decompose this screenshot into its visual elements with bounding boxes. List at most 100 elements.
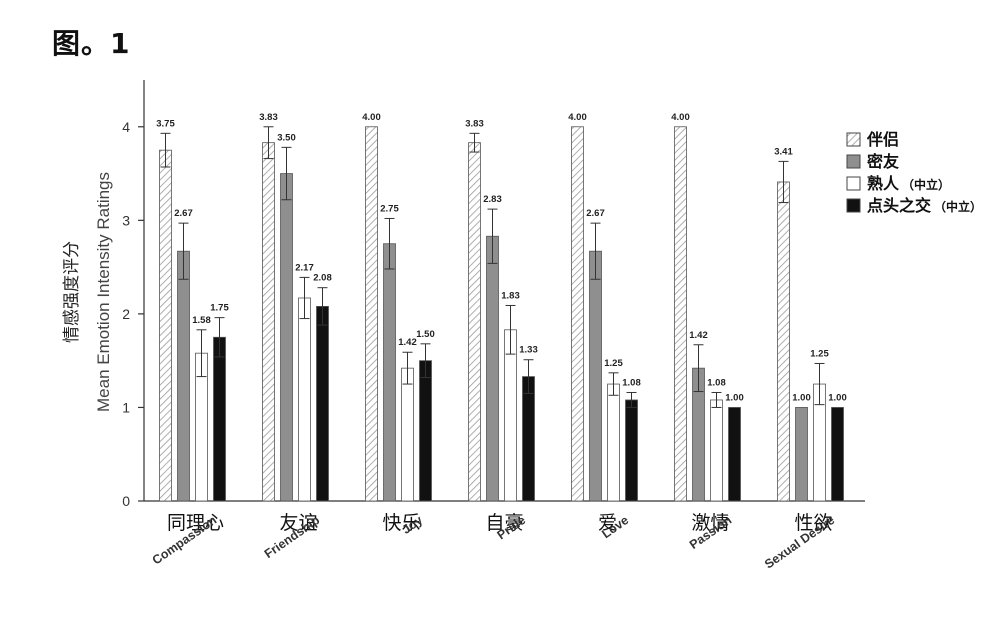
- data-label: 2.67: [586, 208, 605, 219]
- data-label: 1.00: [792, 392, 811, 403]
- error-bar: [608, 372, 619, 396]
- category-label-cn: 同理心: [167, 512, 224, 534]
- y-tick-label: 0: [122, 493, 130, 509]
- error-bar: [384, 217, 395, 270]
- data-label: 3.75: [156, 118, 175, 129]
- bar: [795, 407, 808, 502]
- error-bar: [778, 160, 789, 204]
- bar: [468, 142, 481, 502]
- bar: [777, 181, 790, 502]
- error-bar: [626, 391, 637, 408]
- data-label: 3.83: [259, 112, 278, 123]
- category-label-cn: 快乐: [382, 512, 420, 534]
- error-bar: [196, 329, 207, 378]
- legend-label: 点头之交 （中立）: [867, 196, 982, 215]
- error-bar: [505, 304, 516, 355]
- bar: [419, 360, 432, 502]
- error-bar: [487, 208, 498, 264]
- data-label: 1.33: [519, 345, 538, 356]
- category-label-cn: 性欲: [794, 512, 832, 534]
- legend-label-suffix: （中立）: [902, 177, 950, 192]
- bar: [213, 336, 226, 502]
- bar: [401, 367, 414, 502]
- category-label-cn: 自豪: [485, 512, 523, 534]
- bar: [316, 306, 329, 502]
- data-label: 2.75: [380, 203, 399, 214]
- error-bar: [711, 391, 722, 408]
- error-bar: [402, 351, 413, 385]
- y-axis-titles: Mean Emotion Intensity Ratings 情感强度评分: [62, 172, 113, 412]
- bar: [159, 149, 172, 502]
- error-bar: [281, 146, 292, 201]
- bar: [674, 126, 687, 502]
- data-label: 3.41: [774, 146, 793, 157]
- bar: [728, 407, 741, 502]
- legend-swatch: [846, 132, 861, 147]
- data-label: 1.42: [689, 330, 708, 341]
- error-bar: [469, 132, 480, 153]
- bar: [522, 376, 535, 502]
- bars-layer: 3.75 2.67 1.581.75 3.83 3.50 2.172.08 4.00 2.75…: [156, 112, 847, 502]
- bar: [365, 126, 378, 502]
- bar: [710, 399, 723, 502]
- data-label: 2.83: [483, 194, 502, 205]
- data-label: 2.67: [174, 208, 193, 219]
- data-label: 1.58: [192, 315, 211, 326]
- data-label: 4.00: [671, 112, 690, 123]
- y-tick-label: 2: [122, 306, 130, 322]
- bar: [383, 243, 396, 502]
- y-tick-label: 4: [122, 119, 130, 135]
- error-bar: [523, 359, 534, 394]
- data-label: 1.00: [828, 392, 847, 403]
- bar: [625, 399, 638, 502]
- bar: [280, 173, 293, 502]
- legend-swatch: [846, 154, 861, 169]
- bar: [589, 250, 602, 502]
- data-label: 1.75: [210, 303, 229, 314]
- data-label: 2.08: [313, 273, 332, 284]
- bar: [504, 329, 517, 502]
- bar: [298, 297, 311, 502]
- legend-swatch: [846, 198, 861, 213]
- legend-item: 熟人 （中立）: [846, 174, 950, 193]
- data-label: 1.08: [707, 377, 726, 388]
- y-tick-label: 1: [122, 399, 130, 415]
- error-bar: [420, 343, 431, 379]
- data-label: 1.42: [398, 337, 417, 348]
- data-label: 3.83: [465, 118, 484, 129]
- legend-label: 密友: [866, 152, 900, 171]
- legend-label: 熟人 （中立）: [867, 174, 950, 193]
- y-tick-label: 3: [122, 212, 130, 228]
- category-label-cn: 激情: [691, 512, 729, 534]
- y-axis-title-cn: 情感强度评分: [62, 241, 82, 343]
- data-label: 4.00: [568, 112, 587, 123]
- bar: [831, 407, 844, 502]
- data-label: 1.00: [725, 392, 744, 403]
- data-label: 1.83: [501, 290, 520, 301]
- error-bar: [178, 222, 189, 280]
- data-label: 2.17: [295, 262, 314, 273]
- bar: [571, 126, 584, 502]
- error-bar: [814, 362, 825, 406]
- error-bar: [160, 132, 171, 168]
- legend-item: 密友: [846, 152, 900, 171]
- y-axis-title-en: Mean Emotion Intensity Ratings: [94, 172, 113, 412]
- data-label: 4.00: [362, 112, 381, 123]
- figure-title: 图。1: [52, 27, 131, 60]
- legend-label-suffix: （中立）: [934, 199, 982, 214]
- bar: [607, 383, 620, 502]
- bar: [486, 235, 499, 502]
- legend-swatch: [846, 176, 861, 191]
- data-label: 1.25: [604, 358, 623, 369]
- error-bar: [214, 317, 225, 358]
- error-bar: [693, 344, 704, 393]
- error-bar: [590, 222, 601, 280]
- data-label: 1.08: [622, 377, 641, 388]
- category-label-cn: 爱: [598, 512, 617, 534]
- error-bar: [317, 287, 328, 326]
- data-label: 1.25: [810, 348, 829, 359]
- error-bar: [263, 126, 274, 160]
